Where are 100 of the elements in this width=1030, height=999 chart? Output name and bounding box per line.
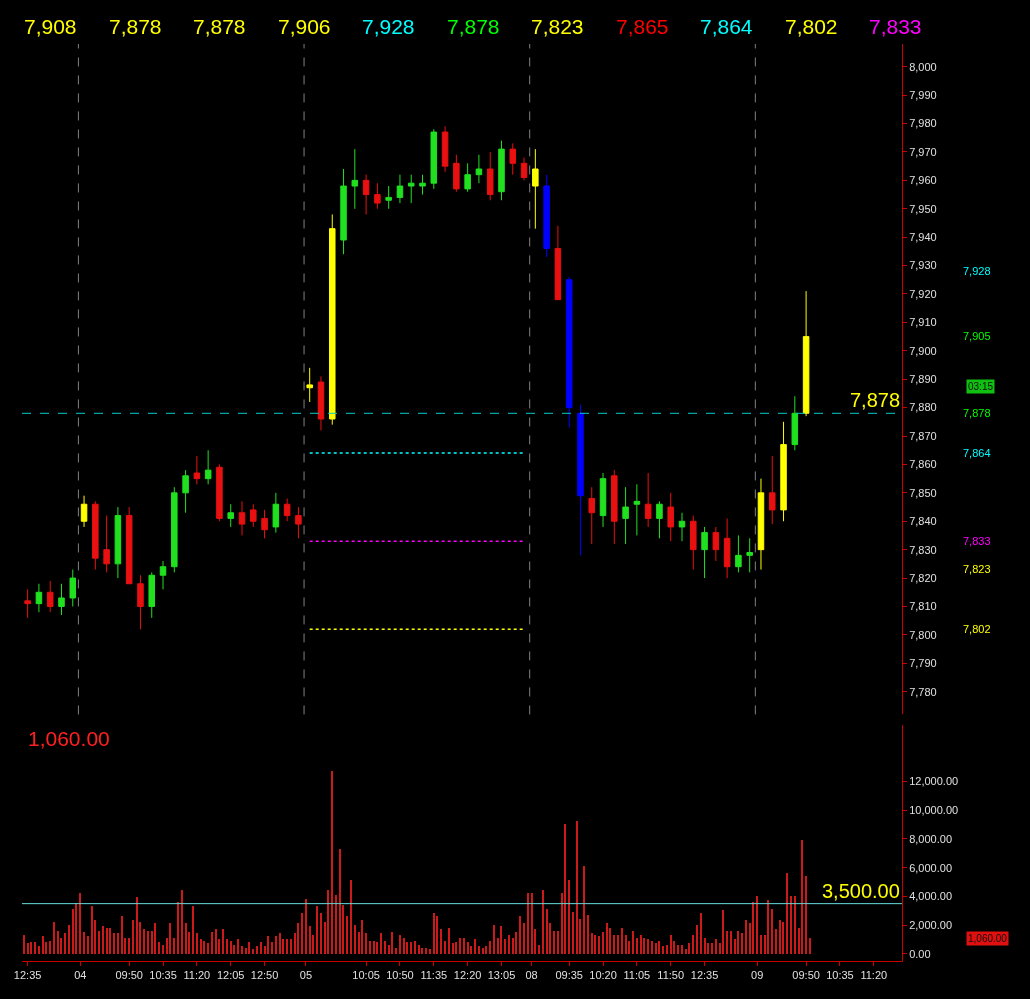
candlestick	[690, 515, 697, 571]
bar	[354, 925, 356, 955]
y-tick-label: 7,930	[909, 259, 937, 272]
bar	[564, 824, 566, 955]
bar	[418, 945, 420, 955]
bar	[181, 890, 183, 955]
bar	[350, 880, 352, 955]
candlestick	[611, 469, 618, 545]
bar	[309, 926, 311, 955]
y-tick-label: 7,820	[909, 571, 937, 584]
bar	[752, 902, 754, 955]
bar	[57, 931, 59, 955]
bar	[711, 943, 713, 955]
candlestick	[520, 157, 528, 181]
bar	[666, 945, 668, 955]
y-tick-label: 7,800	[909, 628, 937, 641]
bar	[391, 932, 393, 955]
bar	[316, 906, 318, 955]
bar	[433, 913, 435, 955]
bar	[132, 920, 134, 955]
candlestick	[577, 404, 584, 556]
bar	[726, 931, 728, 955]
bar	[83, 932, 85, 955]
bar	[594, 935, 596, 955]
bar	[606, 923, 608, 955]
y2-tick-label: 7,833	[963, 535, 991, 547]
bar	[436, 916, 438, 955]
candlestick	[735, 534, 742, 573]
bar	[801, 840, 803, 955]
y-tick-label: 10,000.00	[909, 804, 959, 817]
bar	[519, 916, 521, 955]
y2-tick-label: 7,878	[963, 407, 991, 420]
y2-tick-label: 7,928	[963, 265, 991, 278]
bar	[177, 902, 179, 955]
bar	[260, 942, 262, 955]
bar	[128, 938, 130, 955]
candlestick	[656, 500, 663, 539]
bar	[380, 933, 382, 955]
bar	[538, 945, 540, 955]
bar	[173, 938, 175, 955]
bar	[237, 939, 239, 955]
bar	[617, 935, 619, 955]
y-tick-label: 7,900	[909, 344, 937, 357]
bar	[395, 948, 397, 955]
bar	[546, 909, 548, 955]
bar	[655, 943, 657, 955]
y-tick-label: 7,790	[909, 657, 937, 670]
bar	[756, 896, 758, 955]
bar	[482, 948, 484, 955]
bar	[677, 945, 679, 955]
bar	[109, 928, 111, 955]
candlestick	[554, 225, 562, 301]
bar	[658, 941, 660, 955]
bar	[523, 923, 525, 955]
bar	[335, 895, 337, 955]
x-tick-label: 13:05	[487, 969, 516, 982]
ref-line-label: 7,878	[850, 389, 901, 411]
bar	[625, 935, 627, 955]
bar	[421, 948, 423, 955]
y-tick-label: 8,000	[909, 60, 937, 73]
bar	[185, 923, 187, 955]
bar	[248, 942, 250, 955]
bar	[463, 938, 465, 955]
bar	[34, 942, 36, 955]
bar	[414, 941, 416, 955]
candlestick	[757, 478, 765, 571]
bar	[470, 946, 472, 955]
bar	[779, 920, 781, 955]
candlestick	[453, 154, 460, 193]
bar	[203, 941, 205, 955]
bar	[681, 945, 683, 955]
bar	[230, 941, 232, 955]
bar	[290, 939, 292, 955]
candlestick	[667, 492, 674, 542]
bar	[196, 933, 198, 955]
x-tick-label: 11:20	[183, 969, 211, 982]
bar	[200, 939, 202, 955]
x-tick-label: 10:20	[589, 969, 617, 982]
y-tick-label: 7,870	[909, 429, 937, 442]
candlestick	[396, 174, 404, 204]
bar	[782, 922, 784, 955]
candlestick	[780, 421, 787, 522]
bar	[143, 929, 145, 955]
x-tick-label: 10:50	[386, 969, 414, 982]
y-tick-label: 7,810	[909, 600, 937, 613]
candlestick	[374, 182, 381, 210]
bar	[169, 923, 171, 955]
candlestick	[599, 472, 607, 528]
bar	[376, 942, 378, 955]
bar	[572, 912, 574, 955]
candlestick	[272, 492, 280, 534]
candlestick	[475, 154, 483, 184]
candlestick	[701, 526, 708, 579]
x-tick-label: 11:50	[657, 969, 685, 982]
bar	[403, 938, 405, 955]
candlestick	[622, 486, 629, 545]
bar	[241, 946, 243, 955]
bar	[215, 929, 217, 955]
bar	[256, 946, 258, 955]
bar	[320, 913, 322, 955]
